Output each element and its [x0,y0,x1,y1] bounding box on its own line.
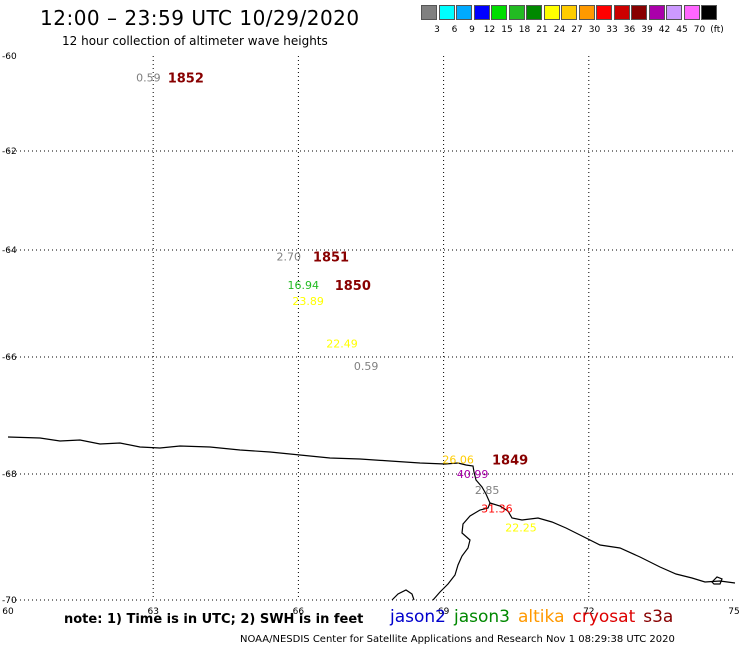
scale-label: 70 [693,25,706,35]
wave-height-value: 26.06 [442,453,474,466]
scale-swatch [648,5,665,20]
longitude-tick-label: 66 [293,607,305,617]
satellite-legend-item: cryosat [572,607,636,627]
scale-swatch [683,5,700,20]
wave-height-value: 16.94 [287,279,319,292]
wave-height-value: 0.59 [136,71,161,84]
latitude-tick-label: -62 [2,147,17,157]
scale-label: 42 [658,25,671,35]
longitude-tick-label: 60 [2,607,14,617]
wave-height-value: 2.70 [276,250,301,263]
scale-swatch [666,5,682,20]
scale-swatch [421,5,437,20]
pass-time-label: 1852 [168,71,204,86]
scale-label: 9 [469,25,475,35]
wave-height-value: 22.49 [326,338,358,351]
latitude-tick-label: -66 [2,353,17,363]
island-outline [711,576,723,585]
latitude-tick-label: -60 [2,52,17,62]
scale-label: 3 [434,25,440,35]
scale-swatch [508,5,525,20]
scale-label: 24 [553,25,566,35]
pass-time-label: 1851 [313,250,349,265]
scale-label: 30 [588,25,601,35]
scale-label: 21 [536,25,548,35]
wave-height-value: 2.85 [475,484,500,497]
latitude-tick-label: -68 [2,470,17,480]
scale-swatch [701,5,717,20]
wave-height-value: 23.89 [292,295,324,308]
satellite-legend-item: jason3 [454,607,510,627]
antarctic-coastline [7,436,491,601]
scale-swatch [473,5,490,20]
coastline-lower [391,589,415,601]
satellite-legend: jason2 jason3 altika cryosat s3a [390,607,681,627]
scale-swatch [561,5,577,20]
satellite-legend-item: s3a [643,607,674,627]
scale-swatch [613,5,630,20]
units-note: note: 1) Time is in UTC; 2) SWH is in fe… [64,612,364,627]
coastline [7,436,736,601]
pass-time-label: 1850 [335,279,371,294]
scale-label: 15 [501,25,513,35]
scale-label: 33 [606,25,618,35]
map-grid: 60 63 66 69 72 75 -60 -62 -64 -66 -68 -70 [2,52,740,617]
observation-labels: 0.59 2.70 16.94 23.89 22.49 0.59 26.06 40.99 2.8… [136,71,537,534]
wave-height-value: 40.99 [457,468,489,481]
pass-time-label: 1849 [492,453,528,468]
wave-height-value: 22.25 [505,522,537,535]
scale-label: 18 [518,25,531,35]
scale-swatch [456,5,472,20]
satellite-legend-item: altika [518,607,565,627]
scale-swatch [526,5,542,20]
scale-swatch [491,5,507,20]
scale-label: 27 [571,25,583,35]
scale-label: 12 [483,25,496,35]
scale-label: 45 [676,25,688,35]
map-title: 12:00 – 23:59 UTC 10/29/2020 [40,6,360,30]
scale-swatch [578,5,595,20]
longitude-tick-label: 72 [583,607,594,617]
footer-credit: NOAA/NESDIS Center for Satellite Applica… [240,634,675,645]
ice-shelf-edge [489,502,736,584]
map-subtitle: 12 hour collection of altimeter wave hei… [62,34,328,48]
longitude-tick-label: 69 [438,607,450,617]
scale-swatch [596,5,612,20]
longitude-tick-label: 63 [147,607,158,617]
latitude-tick-label: -64 [2,246,17,256]
scale-label: 39 [641,25,653,35]
scale-label: 36 [623,25,636,35]
wave-height-value: 0.59 [354,360,379,373]
scale-swatch [438,5,455,20]
scale-label: 6 [451,25,458,35]
scale-swatch [631,5,647,20]
latitude-tick-label: -70 [2,596,17,606]
longitude-tick-label: 75 [728,607,739,617]
scale-label: (ft) [710,25,724,35]
scale-swatch [543,5,560,20]
satellite-legend-item: jason2 [390,607,446,627]
wave-height-value: 31.36 [481,503,513,516]
